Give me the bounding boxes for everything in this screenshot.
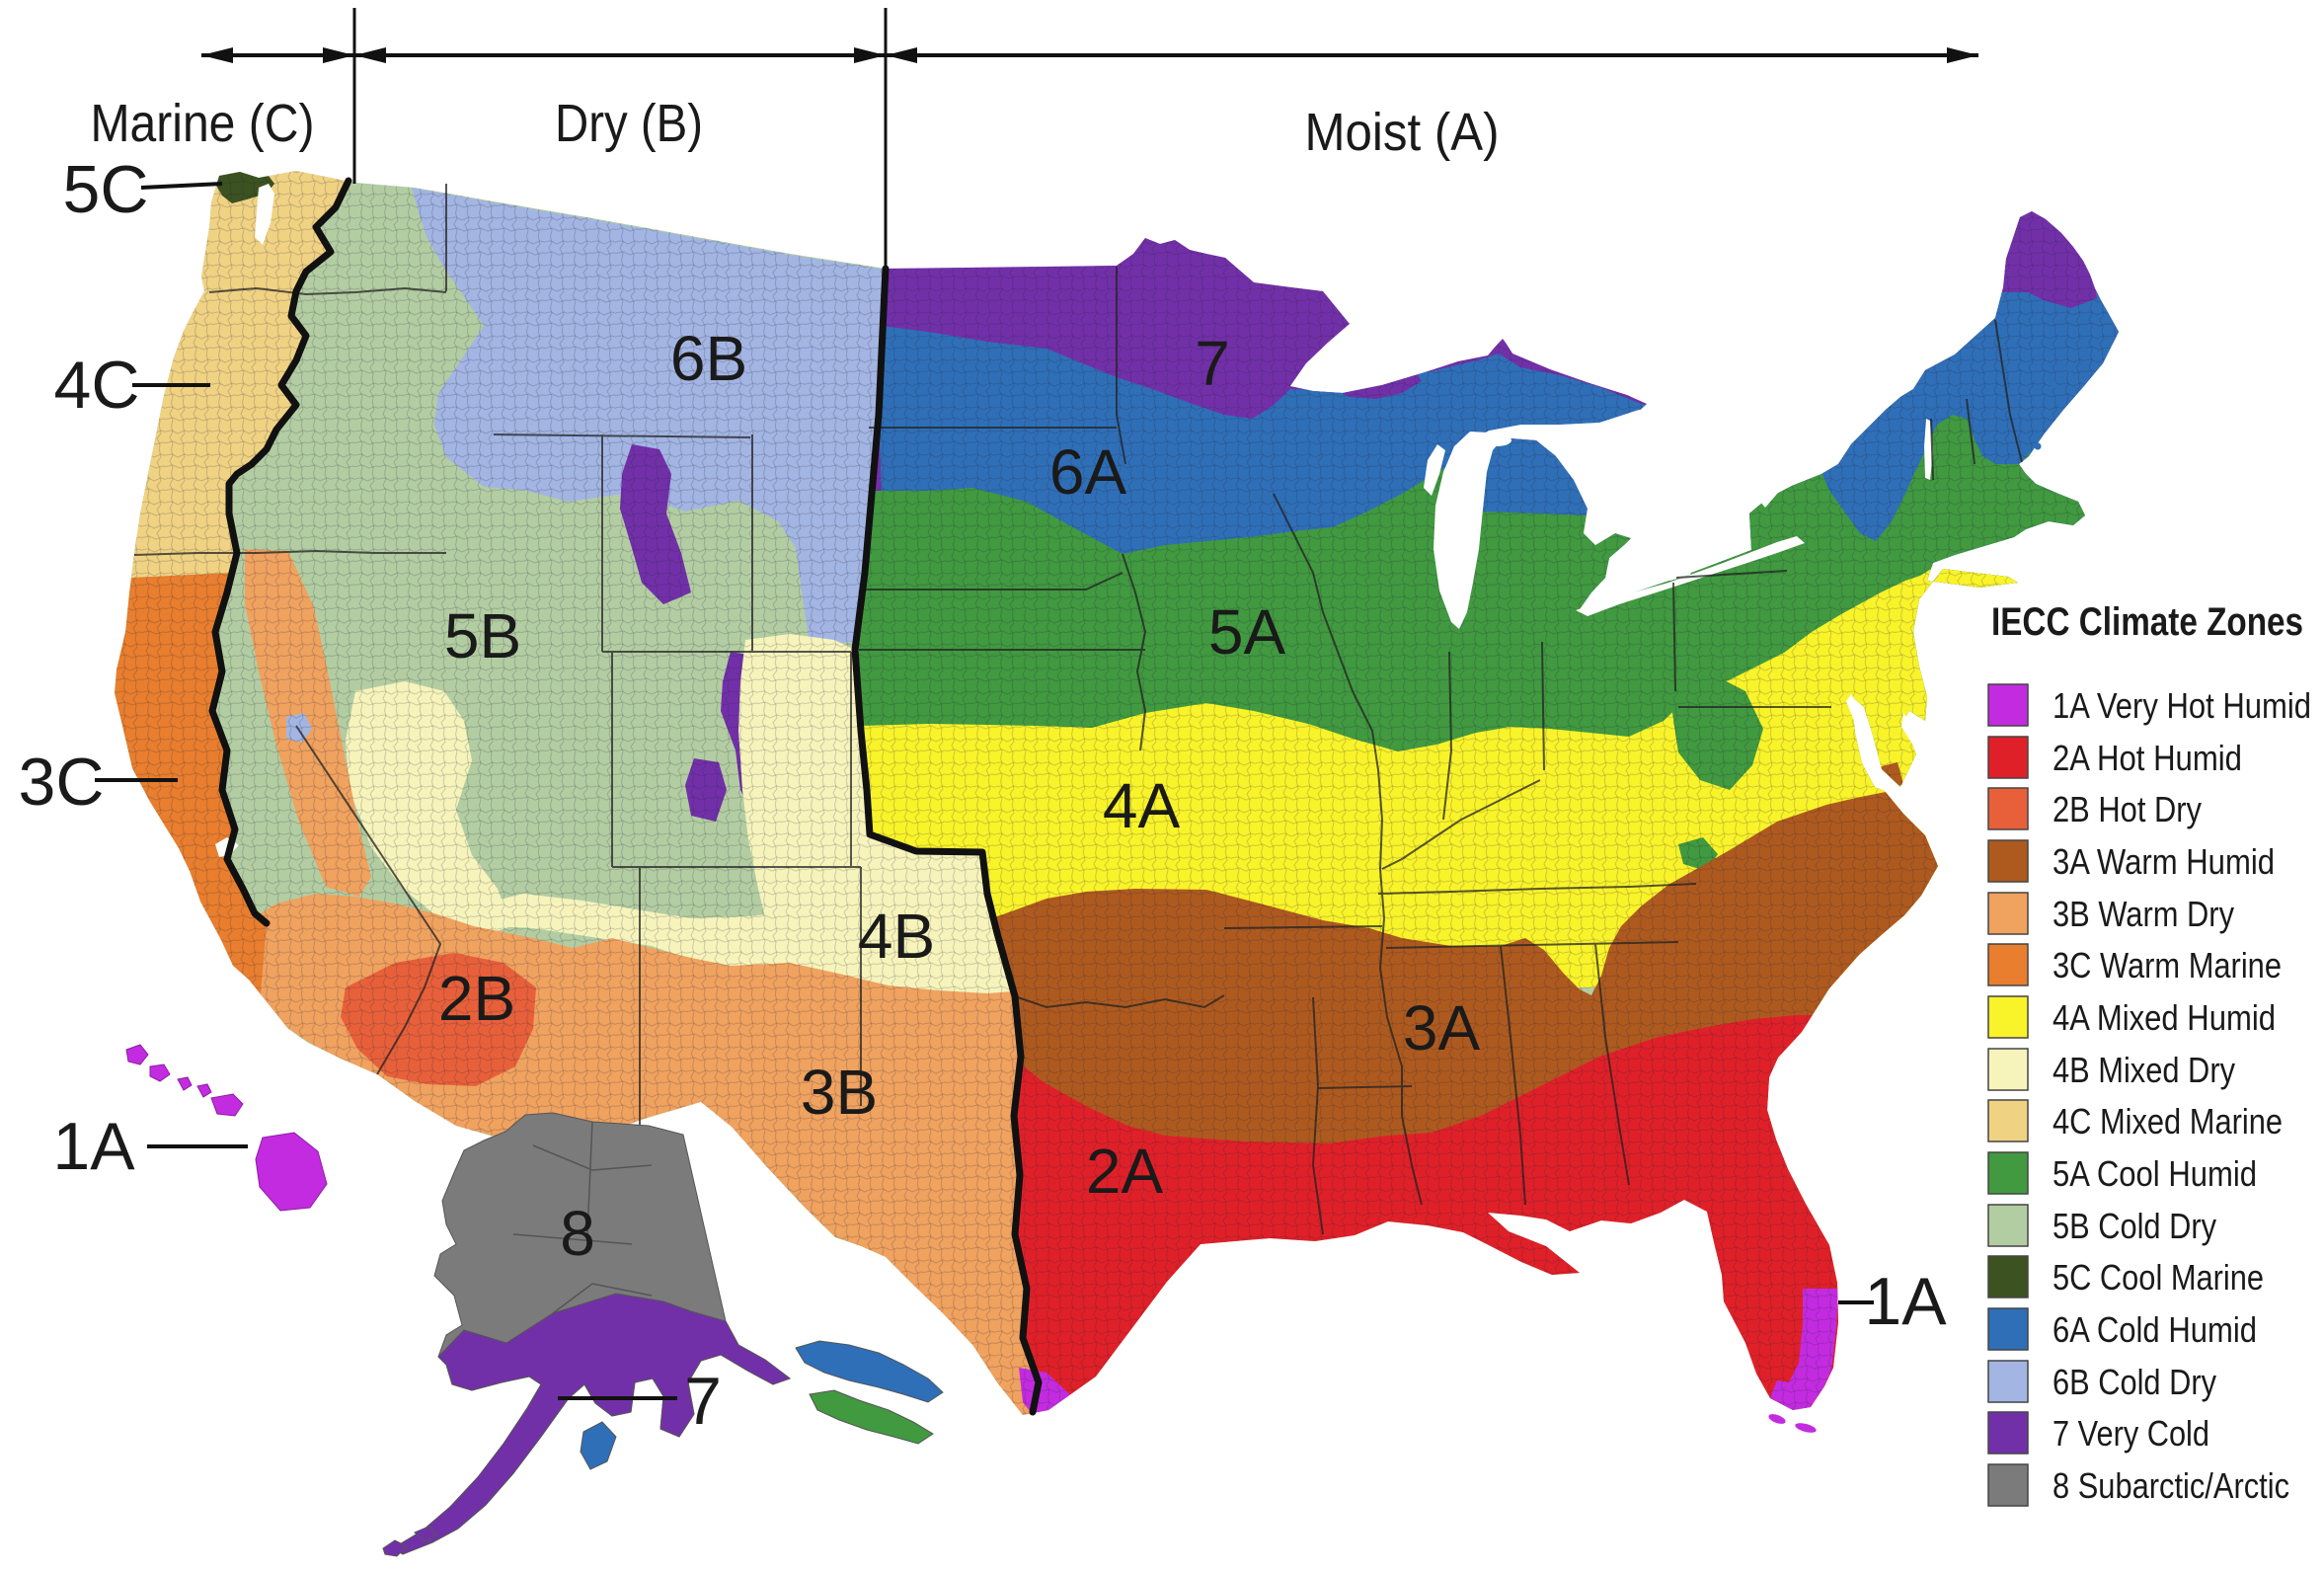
svg-text:6A: 6A [1049, 436, 1127, 508]
svg-text:4B Mixed Dry: 4B Mixed Dry [2053, 1050, 2235, 1090]
svg-text:1A: 1A [52, 1109, 135, 1184]
svg-text:6A Cold Humid: 6A Cold Humid [2053, 1309, 2257, 1350]
svg-text:8 Subarctic/Arctic: 8 Subarctic/Arctic [2053, 1465, 2289, 1506]
svg-text:6B: 6B [670, 323, 747, 394]
svg-text:4A: 4A [1103, 770, 1181, 841]
svg-text:5A: 5A [1208, 596, 1286, 668]
svg-text:5A Cool Humid: 5A Cool Humid [2053, 1153, 2257, 1194]
svg-text:6B Cold Dry: 6B Cold Dry [2053, 1362, 2216, 1402]
svg-text:2A Hot Humid: 2A Hot Humid [2053, 738, 2242, 778]
svg-text:7 Very Cold: 7 Very Cold [2053, 1413, 2209, 1454]
svg-text:5C Cool Marine: 5C Cool Marine [2053, 1257, 2264, 1298]
svg-text:2B: 2B [438, 963, 515, 1034]
svg-text:2B Hot Dry: 2B Hot Dry [2053, 789, 2202, 829]
svg-text:3B Warm Dry: 3B Warm Dry [2053, 894, 2234, 934]
svg-text:8: 8 [560, 1198, 595, 1269]
svg-text:4B: 4B [858, 901, 935, 972]
svg-text:2A: 2A [1086, 1136, 1164, 1207]
svg-text:7: 7 [1195, 328, 1230, 399]
svg-text:3A Warm Humid: 3A Warm Humid [2053, 841, 2275, 882]
svg-text:5B Cold Dry: 5B Cold Dry [2053, 1206, 2216, 1246]
svg-text:7: 7 [684, 1364, 722, 1439]
svg-text:Dry (B): Dry (B) [555, 94, 703, 153]
svg-text:3B: 3B [801, 1057, 878, 1128]
svg-text:3A: 3A [1403, 992, 1481, 1063]
svg-text:IECC Climate Zones: IECC Climate Zones [1991, 600, 2303, 644]
svg-text:4A Mixed Humid: 4A Mixed Humid [2053, 997, 2276, 1038]
svg-text:Moist (A): Moist (A) [1305, 103, 1500, 162]
svg-text:3C: 3C [19, 745, 105, 820]
svg-text:4C: 4C [54, 348, 140, 423]
svg-text:1A Very Hot Humid: 1A Very Hot Humid [2053, 685, 2311, 726]
svg-text:1A: 1A [1864, 1264, 1947, 1339]
svg-text:3C Warm Marine: 3C Warm Marine [2053, 945, 2282, 985]
svg-text:5C: 5C [63, 152, 149, 227]
svg-text:Marine (C): Marine (C) [91, 94, 315, 153]
svg-text:5B: 5B [444, 600, 521, 671]
svg-text:4C Mixed Marine: 4C Mixed Marine [2053, 1101, 2283, 1141]
